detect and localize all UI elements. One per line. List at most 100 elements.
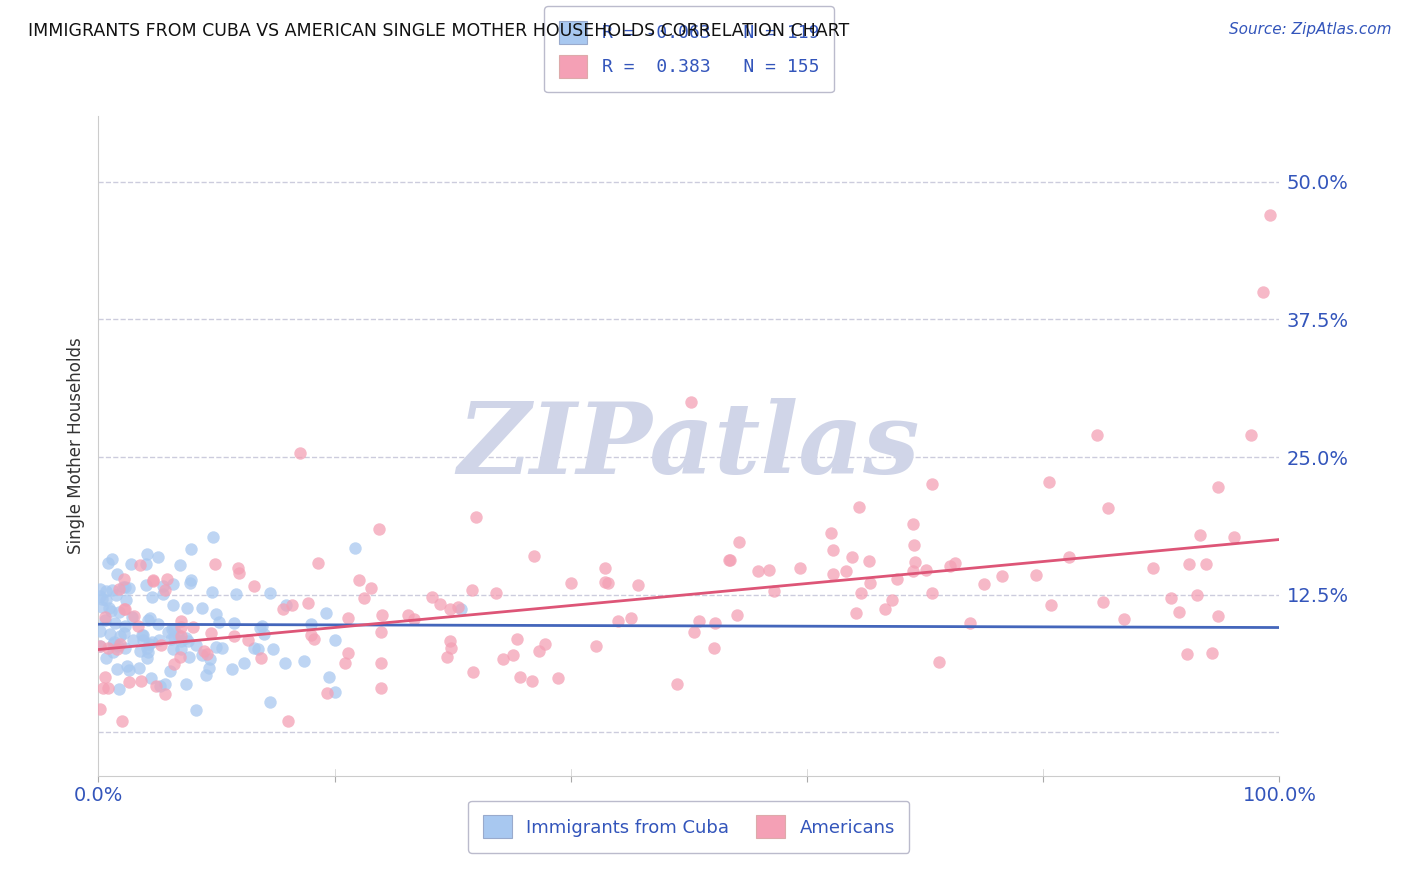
Point — [502, 648, 524, 662]
Point — [259, 586, 281, 600]
Point — [96, 584, 118, 599]
Point — [307, 556, 329, 570]
Point — [1208, 608, 1230, 623]
Point — [593, 574, 616, 589]
Point — [848, 500, 870, 515]
Point — [529, 643, 551, 657]
Text: ZIPatlas: ZIPatlas — [458, 398, 920, 494]
Point — [122, 609, 145, 624]
Point — [560, 576, 582, 591]
Point — [94, 670, 117, 684]
Point — [447, 599, 470, 614]
Point — [461, 665, 484, 679]
Point — [253, 627, 276, 641]
Text: Source: ZipAtlas.com: Source: ZipAtlas.com — [1229, 22, 1392, 37]
Point — [243, 641, 266, 656]
Point — [153, 677, 176, 691]
Point — [420, 590, 443, 604]
Point — [228, 560, 250, 574]
Point — [198, 661, 221, 675]
Point — [1038, 475, 1060, 489]
Point — [1195, 557, 1218, 571]
Point — [921, 476, 943, 491]
Point — [492, 652, 515, 666]
Point — [221, 662, 243, 676]
Point — [1092, 595, 1115, 609]
Point — [243, 579, 266, 593]
Point — [162, 598, 184, 612]
Text: IMMIGRANTS FROM CUBA VS AMERICAN SINGLE MOTHER HOUSEHOLDS CORRELATION CHART: IMMIGRANTS FROM CUBA VS AMERICAN SINGLE … — [28, 22, 849, 40]
Point — [281, 598, 304, 612]
Point — [94, 592, 117, 607]
Point — [841, 549, 863, 564]
Point — [145, 679, 167, 693]
Point — [176, 677, 198, 691]
Point — [176, 601, 198, 615]
Point — [450, 601, 472, 615]
Point — [367, 523, 389, 537]
Point — [276, 598, 298, 612]
Point — [858, 576, 880, 591]
Point — [142, 574, 165, 588]
Point — [177, 650, 200, 665]
Point — [120, 557, 142, 571]
Point — [336, 611, 359, 625]
Point — [233, 656, 256, 670]
Point — [118, 675, 141, 690]
Point — [198, 651, 221, 665]
Point — [162, 630, 184, 644]
Point — [89, 639, 111, 653]
Point — [873, 602, 896, 616]
Point — [1253, 285, 1275, 299]
Point — [105, 641, 128, 656]
Point — [89, 589, 111, 603]
Point — [201, 530, 224, 544]
Point — [135, 547, 157, 561]
Point — [959, 615, 981, 630]
Point — [174, 631, 197, 645]
Point — [90, 591, 112, 606]
Point — [121, 633, 143, 648]
Point — [131, 673, 153, 688]
Point — [1223, 530, 1246, 544]
Point — [297, 596, 319, 610]
Point — [121, 610, 143, 624]
Point — [762, 584, 785, 599]
Point — [464, 510, 486, 524]
Point — [193, 644, 215, 658]
Point — [141, 590, 163, 604]
Point — [117, 658, 139, 673]
Point — [101, 552, 124, 566]
Point — [1258, 208, 1281, 222]
Point — [534, 637, 557, 651]
Point — [104, 588, 127, 602]
Point — [299, 627, 322, 641]
Point — [939, 558, 962, 573]
Point — [167, 628, 190, 642]
Point — [89, 639, 111, 653]
Point — [107, 640, 129, 654]
Point — [851, 586, 873, 600]
Point — [315, 606, 337, 620]
Point — [200, 625, 222, 640]
Point — [1039, 598, 1062, 612]
Point — [1188, 528, 1211, 542]
Point — [901, 564, 924, 578]
Point — [136, 651, 159, 665]
Legend: Immigrants from Cuba, Americans: Immigrants from Cuba, Americans — [468, 801, 910, 853]
Point — [1168, 605, 1191, 619]
Point — [149, 679, 172, 693]
Point — [238, 633, 260, 648]
Point — [136, 614, 159, 628]
Point — [114, 601, 136, 615]
Point — [704, 615, 727, 630]
Point — [98, 601, 121, 615]
Point — [886, 572, 908, 586]
Point — [163, 657, 186, 672]
Point — [91, 681, 114, 695]
Point — [97, 681, 120, 695]
Point — [135, 557, 157, 571]
Point — [108, 605, 131, 619]
Point — [835, 564, 858, 578]
Point — [112, 626, 135, 640]
